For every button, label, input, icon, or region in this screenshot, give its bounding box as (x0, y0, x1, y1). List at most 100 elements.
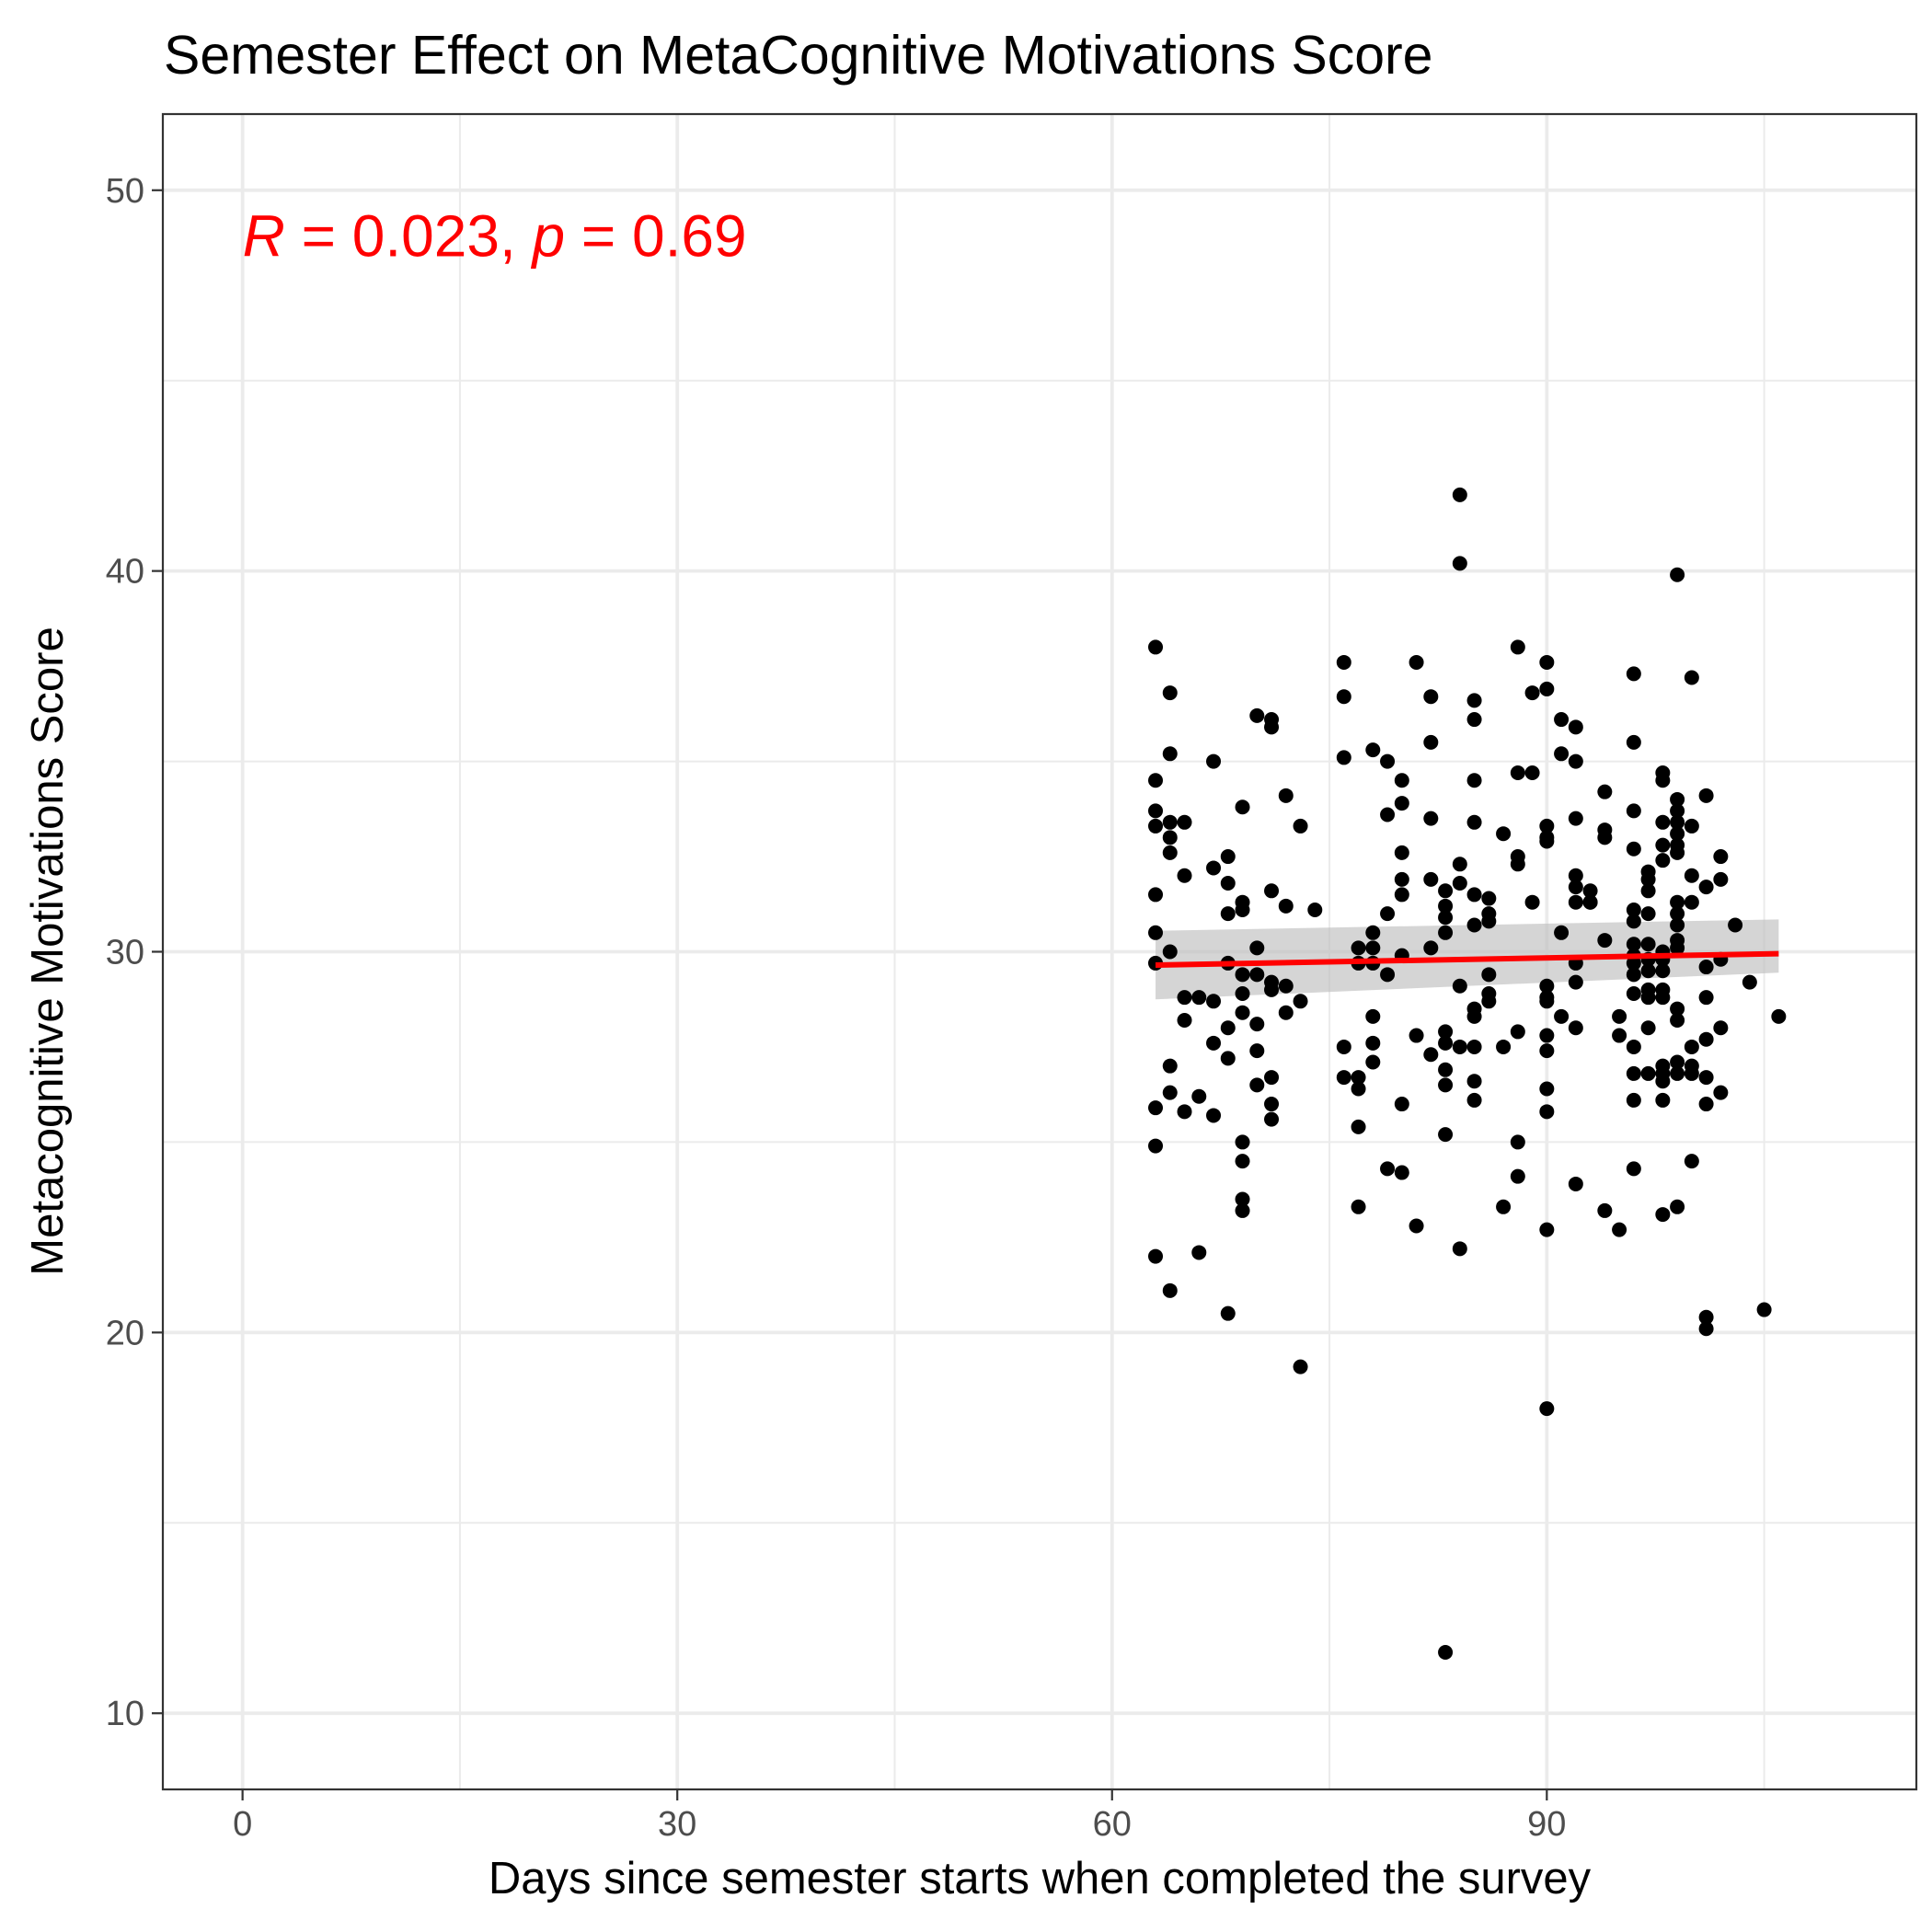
data-point (1510, 1024, 1525, 1040)
data-point (1394, 796, 1409, 811)
data-point (1539, 978, 1555, 994)
data-point (1698, 990, 1714, 1006)
data-point (1684, 894, 1699, 910)
data-point (1438, 1024, 1454, 1040)
y-tick-label: 40 (106, 553, 144, 592)
chart-title: Semester Effect on MetaCognitive Motivat… (164, 25, 1433, 86)
data-point (1264, 982, 1280, 997)
data-point (1220, 876, 1236, 891)
data-point (1626, 1161, 1641, 1177)
data-point (1394, 887, 1409, 903)
data-point (1626, 914, 1641, 929)
data-point (1698, 1321, 1714, 1337)
data-point (1423, 734, 1439, 750)
x-tick-label: 0 (233, 1805, 252, 1844)
data-point (1380, 967, 1396, 983)
data-point (1438, 1077, 1454, 1093)
data-point (1264, 883, 1280, 899)
data-point (1162, 814, 1178, 830)
data-point (1336, 750, 1351, 765)
data-point (1235, 1154, 1250, 1169)
data-point (1510, 1134, 1525, 1150)
data-point (1496, 826, 1512, 842)
data-point (1684, 868, 1699, 883)
data-point (1626, 1092, 1641, 1108)
data-point (1524, 765, 1540, 780)
data-point (1626, 803, 1641, 819)
data-point (1148, 925, 1164, 940)
data-point (1365, 1008, 1381, 1024)
data-point (1655, 1074, 1671, 1089)
data-point (1684, 818, 1699, 834)
data-point (1148, 887, 1164, 903)
data-point (1438, 925, 1454, 940)
data-point (1235, 1005, 1250, 1020)
data-point (1466, 712, 1482, 728)
data-point (1626, 967, 1641, 983)
p-value: = 0.69 (565, 202, 747, 269)
data-point (1670, 1012, 1685, 1028)
data-point (1264, 719, 1280, 735)
data-point (1423, 940, 1439, 956)
data-point (1423, 871, 1439, 887)
x-tick-label: 60 (1093, 1805, 1132, 1844)
data-point (1698, 1097, 1714, 1112)
data-point (1235, 799, 1250, 815)
x-axis-title: Days since semester starts when complete… (489, 1854, 1592, 1903)
data-point (1612, 1222, 1627, 1237)
data-point (1249, 1077, 1265, 1093)
data-point (1220, 1051, 1236, 1066)
data-point (1640, 883, 1656, 899)
data-point (1655, 1207, 1671, 1223)
data-point (1728, 917, 1743, 933)
data-point (1394, 1097, 1409, 1112)
data-point (1698, 960, 1714, 975)
data-point (1466, 887, 1482, 903)
data-point (1249, 707, 1265, 723)
data-point (1655, 814, 1671, 830)
data-point (1162, 746, 1178, 762)
data-point (1177, 1104, 1192, 1120)
data-point (1438, 1062, 1454, 1077)
data-point (1438, 1645, 1454, 1661)
data-point (1466, 1039, 1482, 1054)
data-point (1554, 925, 1570, 940)
data-point (1655, 963, 1671, 979)
data-point (1670, 1199, 1685, 1214)
data-point (1351, 940, 1366, 956)
data-point (1235, 902, 1250, 917)
data-point (1409, 654, 1424, 670)
data-point (1452, 556, 1467, 571)
data-point (1177, 1012, 1192, 1028)
data-point (1670, 940, 1685, 956)
data-point (1510, 857, 1525, 872)
data-point (1626, 937, 1641, 952)
data-point (1206, 753, 1222, 769)
data-point (1351, 1070, 1366, 1086)
data-point (1481, 891, 1497, 906)
data-point (1351, 1119, 1366, 1134)
data-point (1466, 1008, 1482, 1024)
data-point (1365, 940, 1381, 956)
data-point (1423, 689, 1439, 705)
data-point (1162, 830, 1178, 845)
data-point (1438, 883, 1454, 899)
data-point (1626, 666, 1641, 682)
data-point (1640, 963, 1656, 979)
data-point (1539, 681, 1555, 696)
data-point (1148, 818, 1164, 834)
data-point (1568, 811, 1583, 826)
data-point (1423, 811, 1439, 826)
data-point (1640, 1020, 1656, 1036)
data-point (1713, 1020, 1729, 1036)
data-point (1670, 791, 1685, 807)
data-point (1249, 1017, 1265, 1032)
data-point (1191, 990, 1207, 1006)
data-point (1626, 841, 1641, 857)
data-point (1496, 1199, 1512, 1214)
data-point (1713, 849, 1729, 865)
data-point (1365, 925, 1381, 940)
data-point (1278, 978, 1294, 994)
data-point (1206, 1108, 1222, 1123)
